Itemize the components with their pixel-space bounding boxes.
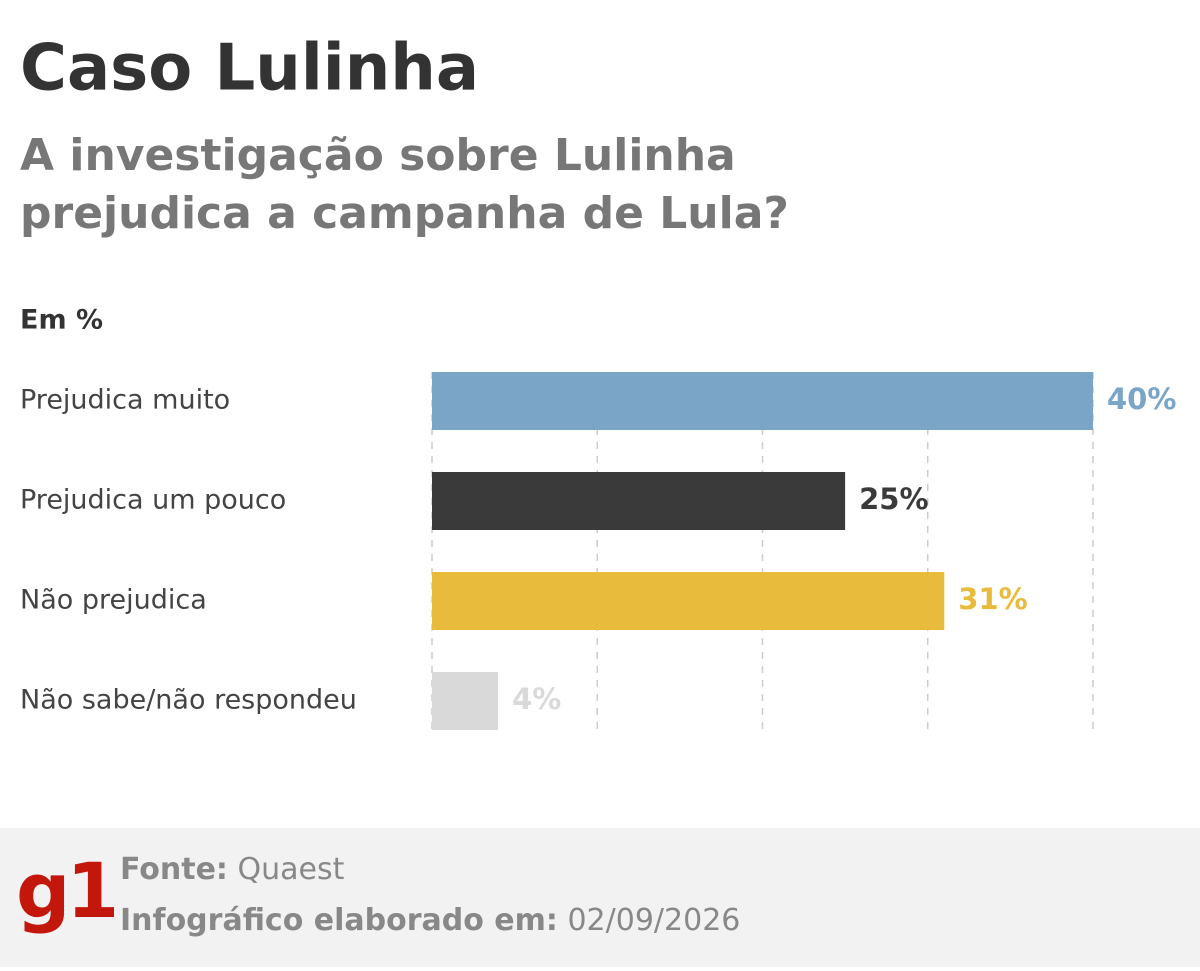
- date-line: Infográfico elaborado em: 02/09/2026: [120, 903, 740, 938]
- value-label: 4%: [512, 682, 561, 716]
- chart-title: Caso Lulinha: [20, 32, 479, 106]
- bar: [432, 572, 945, 630]
- value-label: 25%: [859, 482, 928, 516]
- source: Quaest: [237, 852, 344, 887]
- plot: Prejudica muito 40% Prejudica um pouco 25% N…: [20, 372, 1176, 730]
- category-label: Não prejudica: [20, 585, 207, 616]
- bar: [432, 472, 846, 530]
- logo: g1: [16, 846, 115, 935]
- bar: [432, 372, 1093, 430]
- category-label: Prejudica um pouco: [20, 485, 286, 516]
- category-label: Não sabe/não respondeu: [20, 685, 357, 716]
- date: 02/09/2026: [567, 903, 740, 938]
- value-label: 40%: [1107, 382, 1176, 416]
- subtitle: prejudica a campanha de Lula?: [20, 188, 789, 239]
- date-label: Infográfico elaborado em:: [120, 903, 558, 938]
- category-label: Prejudica muito: [20, 385, 230, 416]
- bar: [432, 672, 499, 730]
- footer-band: [0, 828, 1200, 967]
- source-line: Fonte: Quaest: [120, 852, 345, 887]
- value-label: 31%: [958, 582, 1027, 616]
- unit-label: Em %: [20, 305, 103, 336]
- source-label: Fonte:: [120, 852, 228, 887]
- subtitle: A investigação sobre Lulinha: [20, 130, 736, 181]
